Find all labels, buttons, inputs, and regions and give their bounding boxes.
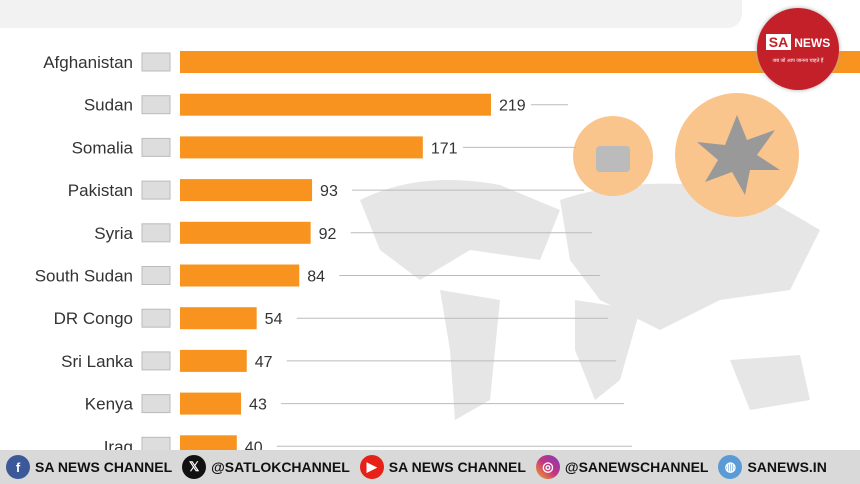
sa-news-logo: SA NEWS जब जो आप जानना चाहते हैं [757, 8, 839, 90]
flag-icon [141, 308, 171, 328]
world-map [360, 180, 820, 420]
facebook-handle: SA NEWS CHANNEL [35, 459, 173, 475]
category-label: Sri Lanka [61, 352, 133, 371]
footer-youtube[interactable]: ▶ SA NEWS CHANNEL [359, 455, 526, 479]
value-label: 219 [499, 98, 526, 115]
bar [180, 349, 247, 372]
category-label: Syria [94, 224, 133, 243]
footer-x[interactable]: 𝕏 @SATLOKCHANNEL [182, 455, 350, 479]
category-label: Sudan [84, 96, 133, 115]
footer-instagram[interactable]: ◎ @SANEWSCHANNEL [535, 455, 709, 479]
value-label: 92 [319, 226, 337, 243]
top-bar [0, 0, 742, 28]
flag-icon [141, 436, 171, 450]
value-label: 171 [431, 140, 458, 157]
bar [180, 392, 242, 415]
flag-icon [141, 266, 171, 285]
flag-icon [141, 351, 171, 371]
flag-icon [141, 180, 171, 200]
bar [180, 179, 313, 202]
category-label: Pakistan [68, 181, 133, 200]
value-label: 43 [249, 397, 267, 414]
logo-name: NEWS [794, 36, 831, 50]
value-label: 84 [307, 269, 325, 286]
bar [180, 221, 311, 244]
youtube-handle: SA NEWS CHANNEL [388, 459, 526, 475]
flag-icon [141, 52, 171, 72]
value-label: 47 [255, 354, 273, 371]
facebook-icon: f [6, 455, 30, 479]
instagram-handle: @SANEWSCHANNEL [564, 459, 709, 475]
bar-chart: Afghanistan Sudan 219 Somalia 171 Pakistan 93 S… [35, 51, 860, 450]
category-label: Kenya [85, 395, 134, 414]
category-label: South Sudan [35, 267, 133, 286]
category-label: Somalia [72, 138, 134, 157]
category-label: Afghanistan [43, 53, 133, 72]
category-label: Iraq [104, 437, 133, 450]
value-label: 40 [245, 439, 263, 450]
bar [180, 435, 237, 450]
bar [180, 51, 860, 73]
globe-icon: ◍ [718, 455, 743, 479]
flag-icon [141, 223, 171, 243]
bar [180, 93, 491, 116]
value-label: 93 [320, 183, 338, 200]
bar [180, 307, 257, 330]
value-label: 54 [265, 311, 283, 328]
logo-tagline: जब जो आप जानना चाहते हैं [772, 58, 824, 64]
instagram-icon: ◎ [535, 455, 560, 479]
footer-website[interactable]: ◍ SANEWS.IN [718, 455, 827, 479]
flag-icon [141, 394, 171, 414]
footer-facebook[interactable]: f SA NEWS CHANNEL [6, 455, 172, 479]
flag-icon [141, 137, 171, 157]
x-handle: @SATLOKCHANNEL [211, 459, 350, 475]
x-icon: 𝕏 [182, 455, 207, 479]
logo-brand: SA [765, 34, 792, 50]
bar [180, 136, 423, 159]
youtube-icon: ▶ [359, 455, 384, 479]
website-url: SANEWS.IN [747, 459, 827, 475]
social-footer: f SA NEWS CHANNEL 𝕏 @SATLOKCHANNEL ▶ SA NEW… [0, 450, 860, 484]
category-label: DR Congo [54, 309, 133, 328]
flag-icon [141, 95, 171, 115]
bar [180, 264, 300, 287]
